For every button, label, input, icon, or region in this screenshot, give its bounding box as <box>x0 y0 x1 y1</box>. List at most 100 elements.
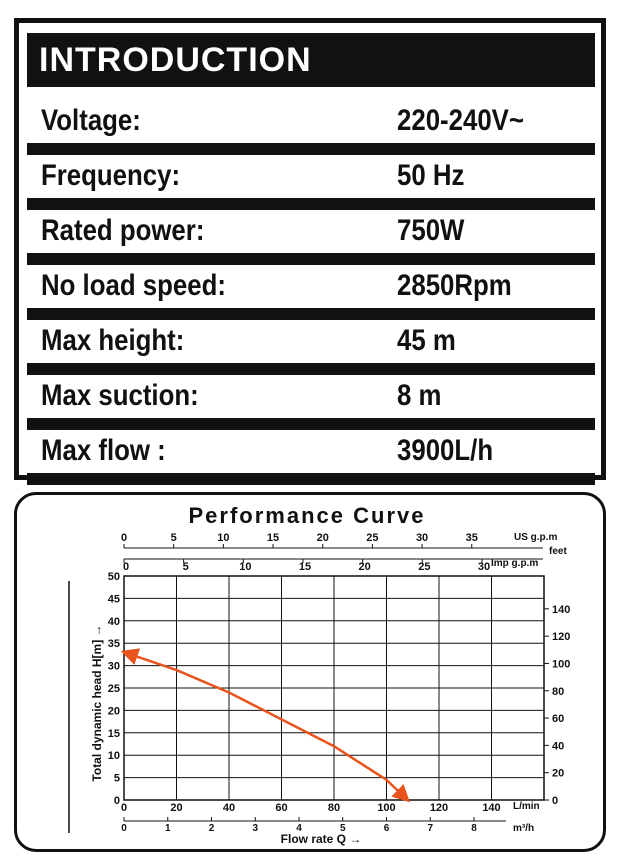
imp-gpm-tick-label: 0 <box>123 561 129 573</box>
spec-value: 8 m <box>397 379 442 412</box>
y-tick-label: 35 <box>108 638 120 650</box>
x-tick-label: 120 <box>430 802 448 814</box>
introduction-title: INTRODUCTION <box>27 33 595 87</box>
y-tick-label: 30 <box>108 661 120 673</box>
m3h-tick-label: 6 <box>384 823 390 834</box>
divider <box>27 143 595 155</box>
m3h-tick-label: 3 <box>252 823 258 834</box>
spec-row-max-height: Max height: 45 m <box>27 319 595 375</box>
y-tick-label: 5 <box>114 773 120 785</box>
curve-point <box>227 691 231 694</box>
spec-row-frequency: Frequency: 50 Hz <box>27 154 595 210</box>
us-gpm-unit: US g.p.m <box>514 532 557 543</box>
performance-curve-panel: Performance Curve 0 5 10 15 20 25 30 35 40 45 50 0 2… <box>14 492 606 852</box>
curve-point <box>332 745 336 748</box>
imp-gpm-tick-label: 15 <box>299 561 311 573</box>
grid <box>123 575 545 801</box>
spec-value: 50 Hz <box>397 159 465 192</box>
curve-point <box>406 798 409 802</box>
feet-tick-label: 60 <box>552 713 564 725</box>
feet-tick-label: 120 <box>552 631 570 643</box>
spec-value: 750W <box>397 214 465 247</box>
y-tick-label: 40 <box>108 616 120 628</box>
introduction-panel: INTRODUCTION Voltage: 220-240V~ Frequenc… <box>14 18 606 485</box>
imp-gpm-unit: Imp g.p.m <box>491 558 538 569</box>
imp-gpm-tick-label: 30 <box>478 561 490 573</box>
y-tick-label: 15 <box>108 728 120 740</box>
spec-label: Rated power: <box>41 214 205 247</box>
m3h-tick-label: 0 <box>121 823 127 834</box>
m3h-tick-label: 1 <box>165 823 171 834</box>
curve-point <box>122 650 126 654</box>
feet-unit: feet <box>549 546 567 557</box>
us-gpm-tick-label: 10 <box>217 532 229 544</box>
divider <box>27 363 595 375</box>
y-tick-label: 45 <box>108 593 120 605</box>
spec-row-voltage: Voltage: 220-240V~ <box>27 99 595 155</box>
y-tick-label: 50 <box>108 571 120 583</box>
us-gpm-tick-label: 30 <box>416 532 428 544</box>
us-gpm-tick-label: 15 <box>267 532 279 544</box>
m3h-tick-label: 4 <box>296 823 302 834</box>
x-tick-label: 140 <box>482 802 500 814</box>
us-gpm-tick-label: 5 <box>171 532 177 544</box>
spec-label: Max flow : <box>41 434 166 467</box>
divider <box>27 198 595 210</box>
imp-gpm-tick-label: 25 <box>418 561 430 573</box>
spec-label: Max height: <box>41 324 185 357</box>
us-gpm-tick-label: 0 <box>121 532 127 544</box>
imp-gpm-tick-label: 10 <box>239 561 251 573</box>
spec-row-max-flow: Max flow : 3900L/h <box>27 429 595 485</box>
x-tick-label: 60 <box>275 802 287 814</box>
divider <box>27 418 595 430</box>
m3h-tick-label: 7 <box>427 823 433 834</box>
feet-tick-label: 140 <box>552 604 570 616</box>
feet-tick-label: 0 <box>552 795 558 807</box>
spec-row-no-load-speed: No load speed: 2850Rpm <box>27 264 595 320</box>
m3h-tick-label: 2 <box>209 823 215 834</box>
spec-label: Voltage: <box>41 104 141 137</box>
y-tick-label: 10 <box>108 750 120 762</box>
y-tick-label: 0 <box>114 795 120 807</box>
spec-value: 45 m <box>397 324 456 357</box>
imp-gpm-tick-label: 5 <box>183 561 189 573</box>
spec-row-max-suction: Max suction: 8 m <box>27 374 595 430</box>
m3h-tick-label: 8 <box>471 823 477 834</box>
us-gpm-tick-label: 20 <box>317 532 329 544</box>
spec-label: Max suction: <box>41 379 199 412</box>
curve-point <box>385 778 388 782</box>
y-tick-label: 20 <box>108 705 120 717</box>
spec-label: No load speed: <box>41 269 226 302</box>
chart-title: Performance Curve <box>189 503 426 528</box>
feet-tick-label: 100 <box>552 658 570 670</box>
imp-gpm-tick-label: 20 <box>359 561 371 573</box>
spec-value: 3900L/h <box>397 434 494 467</box>
x-tick-label: 100 <box>377 802 395 814</box>
spec-label: Frequency: <box>41 159 181 192</box>
us-gpm-tick-label: 35 <box>466 532 478 544</box>
feet-tick-label: 40 <box>552 740 564 752</box>
x-axis-label: Flow rate Q → <box>281 832 362 846</box>
x-tick-label: 0 <box>121 802 127 814</box>
spec-value: 2850Rpm <box>397 269 512 302</box>
series <box>120 648 411 803</box>
feet-tick-label: 20 <box>552 768 564 780</box>
y-axis-label: Total dynamic head H[m] → <box>90 624 104 781</box>
y-tick-label: 25 <box>108 683 120 695</box>
spec-value: 220-240V~ <box>397 104 524 137</box>
curve-point <box>175 668 178 672</box>
x-tick-label: 20 <box>170 802 182 814</box>
x-tick-label: 40 <box>223 802 235 814</box>
divider <box>27 473 595 485</box>
divider <box>27 253 595 265</box>
feet-tick-label: 80 <box>552 686 564 698</box>
us-gpm-tick-label: 25 <box>366 532 378 544</box>
curve-point <box>280 718 283 721</box>
spec-row-rated-power: Rated power: 750W <box>27 209 595 265</box>
x-tick-label: 80 <box>328 802 340 814</box>
m3h-unit: m³/h <box>513 823 534 834</box>
m3h-tick-label: 5 <box>340 823 346 834</box>
lmin-unit: L/min <box>513 801 540 812</box>
